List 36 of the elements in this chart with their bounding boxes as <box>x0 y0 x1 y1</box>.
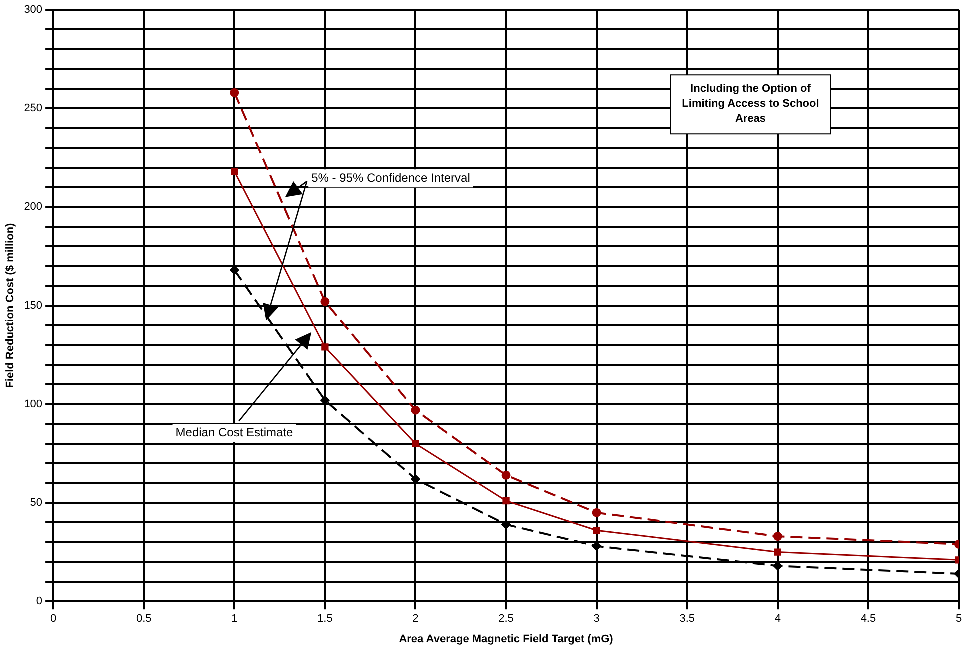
point <box>593 527 600 534</box>
point <box>322 344 329 351</box>
annotation: Including the Option of Limiting Access to School Areas <box>682 83 820 126</box>
y-axis-title: Field Reduction Cost ($ million) <box>4 222 17 388</box>
x-tick-label: 0.5 <box>136 613 152 626</box>
y-tick-label: 100 <box>24 398 43 410</box>
point <box>502 497 510 505</box>
point <box>411 406 420 415</box>
x-tick-label: 4.5 <box>860 613 876 626</box>
x-tick-label: 2.5 <box>498 613 514 626</box>
point <box>502 470 511 480</box>
point <box>412 440 420 448</box>
point <box>231 168 238 176</box>
point <box>774 548 782 556</box>
x-tick-label: 3 <box>594 613 600 626</box>
point <box>592 508 602 518</box>
y-tick-label: 250 <box>24 102 43 115</box>
y-tick-label: 200 <box>24 201 43 214</box>
y-tick-label: 50 <box>30 497 43 510</box>
x-tick-label: 2 <box>412 613 419 626</box>
point <box>773 532 782 542</box>
point <box>320 297 330 306</box>
x-tick-label: 4 <box>774 613 781 626</box>
x-tick-label: 3.5 <box>680 613 696 626</box>
annotation: Median Cost Estimate <box>176 425 294 440</box>
y-tick-label: 150 <box>24 300 43 312</box>
y-tick-label: 0 <box>36 596 43 608</box>
y-tick-label: 300 <box>24 4 43 16</box>
annotation: 5% - 95% Confidence Interval <box>312 170 470 185</box>
point <box>230 88 240 98</box>
x-tick-label: 1 <box>232 613 238 626</box>
x-tick-label: 0 <box>50 613 57 626</box>
x-axis-title: Area Average Magnetic Field Target (mG) <box>399 633 614 646</box>
point <box>502 520 511 530</box>
x-tick-label: 1.5 <box>318 613 333 626</box>
x-tick-label: 5 <box>956 613 962 626</box>
